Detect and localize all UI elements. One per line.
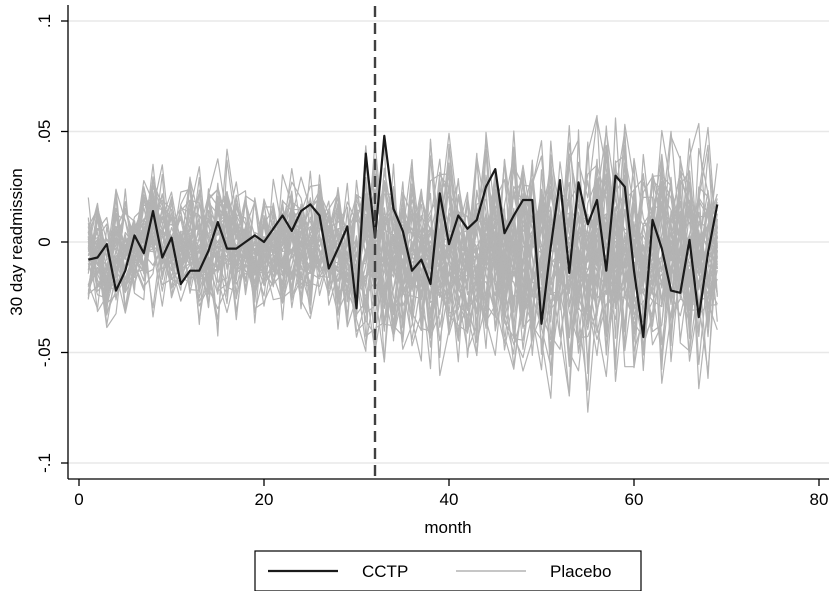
y-tick-label-1: .05	[35, 120, 54, 144]
placebo-line-34	[87, 174, 718, 391]
x-tick-label-3: 60	[625, 490, 644, 509]
x-tick-label-1: 20	[255, 490, 274, 509]
legend-label-placebo: Placebo	[550, 562, 611, 581]
x-tick-label-0: 0	[74, 490, 83, 509]
legend: CCTP Placebo	[254, 550, 642, 591]
x-tick-label-4: 80	[810, 490, 829, 509]
placebo-line-46	[88, 159, 718, 330]
y-tick-label-4: -.1	[35, 453, 54, 473]
cctp-series	[88, 134, 719, 339]
x-axis-title: month	[424, 518, 471, 537]
x-axis-ticks: 0 20 40 60 80	[74, 479, 828, 509]
placebo-line-49	[87, 158, 718, 338]
legend-label-cctp: CCTP	[362, 562, 408, 581]
y-axis-ticks: .1 .05 0 -.05 -.1	[35, 14, 68, 473]
placebo-line-48	[87, 153, 718, 346]
placebo-series	[87, 114, 718, 413]
x-tick-label-2: 40	[440, 490, 459, 509]
placebo-line-32	[87, 170, 718, 344]
y-tick-label-2: 0	[35, 237, 54, 246]
y-tick-label-3: -.05	[35, 338, 54, 367]
y-tick-label-0: .1	[35, 14, 54, 28]
cctp-line	[88, 134, 719, 339]
y-axis-title: 30 day readmission	[7, 168, 26, 315]
